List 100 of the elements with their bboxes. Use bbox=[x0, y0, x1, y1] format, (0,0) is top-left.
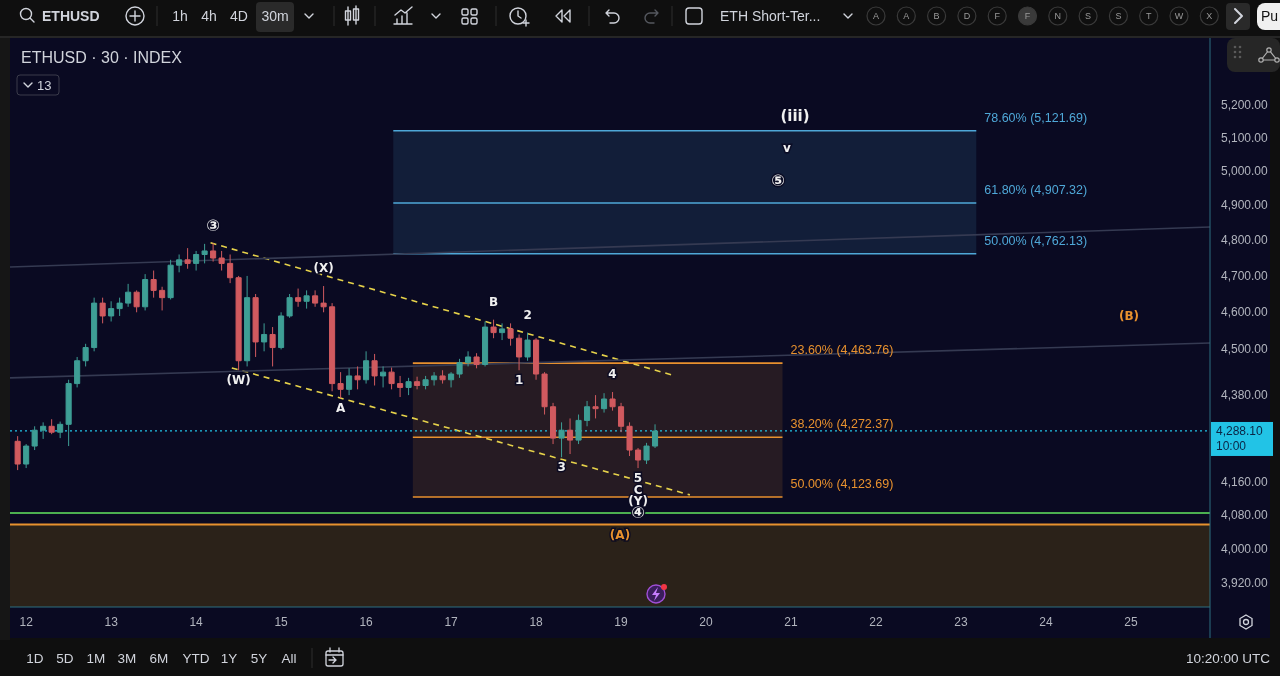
candlestick bbox=[176, 253, 183, 273]
ref-line-label: 4,288.10 10:00 bbox=[1216, 423, 1264, 453]
series-label: 78.60% (5,121.69) bbox=[984, 110, 1088, 125]
x-tick-label: 17 bbox=[444, 615, 459, 629]
x-tick-label: 19 bbox=[614, 615, 629, 629]
candlestick bbox=[414, 376, 421, 390]
annotation: B bbox=[488, 294, 499, 309]
x-tick-label: 16 bbox=[359, 615, 374, 629]
candlestick bbox=[65, 379, 72, 447]
text: 4h bbox=[201, 8, 217, 24]
annotation: ⑤ bbox=[771, 170, 785, 190]
y-tick-label: 4,900.00 bbox=[1221, 198, 1269, 213]
candlestick bbox=[601, 392, 608, 414]
text: 5D bbox=[56, 650, 74, 666]
annotation: C bbox=[633, 482, 643, 497]
candlestick bbox=[14, 435, 21, 471]
candlestick bbox=[609, 391, 616, 412]
text: B bbox=[933, 11, 940, 21]
y-tick-label: 4,000.00 bbox=[1221, 541, 1269, 556]
candlestick bbox=[643, 442, 650, 465]
y-tick-label: 4,080.00 bbox=[1221, 508, 1269, 523]
candlestick bbox=[295, 288, 302, 308]
text: Pu bbox=[1261, 8, 1279, 24]
candlestick bbox=[218, 250, 225, 272]
annotation: (B) bbox=[1118, 309, 1140, 323]
text: ETH Short-Ter... bbox=[720, 8, 821, 24]
annotation: 4 bbox=[608, 367, 617, 382]
candlestick bbox=[125, 283, 132, 308]
annotation: (A) bbox=[609, 528, 631, 542]
text: 1D bbox=[26, 650, 44, 666]
candlestick bbox=[507, 322, 514, 347]
candlestick bbox=[167, 259, 174, 300]
x-tick-label: 14 bbox=[189, 615, 204, 629]
candlestick bbox=[303, 289, 310, 310]
candlestick bbox=[57, 421, 64, 439]
text: F bbox=[994, 11, 1001, 21]
text: 6M bbox=[149, 650, 169, 666]
candlestick bbox=[312, 289, 319, 308]
candlestick bbox=[142, 273, 149, 311]
text: S bbox=[1085, 11, 1092, 21]
candlestick bbox=[320, 285, 327, 313]
x-tick-label: 22 bbox=[869, 615, 883, 629]
text: A bbox=[872, 11, 880, 21]
annotation: v bbox=[783, 141, 792, 155]
x-tick-label: 12 bbox=[19, 615, 34, 629]
candlestick bbox=[626, 421, 633, 457]
candlestick bbox=[533, 337, 540, 381]
x-tick-label: 18 bbox=[529, 615, 544, 629]
x-tick-label: 15 bbox=[274, 615, 289, 629]
annotation: (W) bbox=[226, 373, 251, 388]
candlestick bbox=[133, 289, 140, 313]
annotation: 2 bbox=[523, 307, 532, 322]
candlestick bbox=[363, 350, 370, 385]
x-tick-label: 13 bbox=[104, 615, 119, 629]
candlestick bbox=[210, 242, 217, 263]
text: X bbox=[1206, 11, 1213, 21]
candlestick bbox=[482, 321, 489, 367]
candlestick bbox=[558, 421, 565, 458]
x-tick-label: 20 bbox=[699, 615, 714, 629]
annotation: A bbox=[335, 401, 346, 416]
candlestick bbox=[651, 423, 659, 449]
y-tick-label: 4,160.00 bbox=[1221, 475, 1269, 490]
candlestick bbox=[567, 417, 574, 455]
series-label: 38.20% (4,272.37) bbox=[790, 417, 894, 432]
candlestick bbox=[227, 253, 234, 284]
candlestick bbox=[40, 421, 47, 440]
candlestick bbox=[99, 297, 106, 324]
x-tick-label: 21 bbox=[784, 615, 799, 629]
text: 4D bbox=[230, 8, 248, 24]
candlestick bbox=[490, 319, 497, 339]
candlestick bbox=[380, 365, 387, 388]
candlestick bbox=[201, 243, 208, 264]
candlestick bbox=[499, 322, 506, 341]
text: ETHUSD bbox=[42, 8, 100, 24]
text: 10:20:00 UTC bbox=[1185, 650, 1271, 666]
candlestick bbox=[473, 352, 480, 369]
y-tick-label: 4,600.00 bbox=[1221, 305, 1269, 320]
candlestick bbox=[448, 371, 455, 388]
candlestick bbox=[584, 400, 591, 427]
candlestick bbox=[465, 350, 472, 367]
text: S bbox=[1115, 11, 1122, 21]
text: D bbox=[963, 11, 971, 21]
y-tick-label: 5,200.00 bbox=[1221, 98, 1269, 113]
candlestick bbox=[252, 293, 259, 358]
candlestick bbox=[184, 247, 191, 270]
candlestick bbox=[278, 311, 285, 350]
y-tick-label: 4,800.00 bbox=[1221, 233, 1269, 248]
candlestick bbox=[618, 402, 625, 433]
text: A bbox=[903, 11, 910, 21]
candlestick bbox=[82, 343, 89, 367]
text: F bbox=[1024, 11, 1031, 21]
candlestick bbox=[516, 333, 523, 371]
annotation: 1 bbox=[514, 373, 524, 388]
candlestick bbox=[23, 443, 30, 469]
candlestick bbox=[575, 414, 582, 445]
annotation: 3 bbox=[557, 460, 566, 475]
text: 5Y bbox=[250, 650, 268, 666]
candlestick bbox=[456, 358, 463, 379]
series-label: 23.60% (4,463.76) bbox=[790, 343, 894, 358]
candlestick bbox=[405, 377, 412, 396]
